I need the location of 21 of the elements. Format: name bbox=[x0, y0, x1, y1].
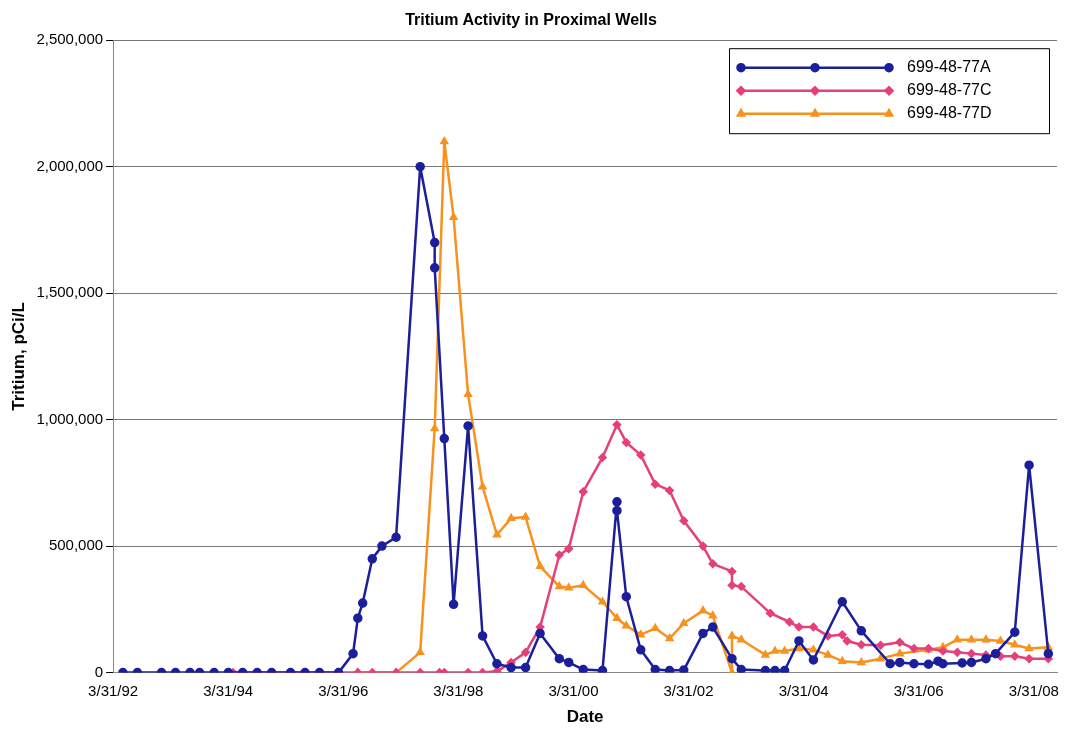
y-tick-label: 2,000,000 bbox=[36, 156, 104, 174]
x-tick-label: 3/31/04 bbox=[778, 681, 829, 699]
y-tick-label: 0 bbox=[94, 662, 104, 680]
y-tick-label: 1,000,000 bbox=[36, 409, 104, 427]
x-tick-label: 3/31/98 bbox=[433, 681, 484, 699]
legend-label: 699-48-77D bbox=[907, 104, 992, 122]
x-tick-label: 3/31/06 bbox=[893, 681, 944, 699]
y-tick-label: 500,000 bbox=[48, 536, 104, 554]
y-axis-title: Tritium, pCi/L bbox=[8, 302, 28, 411]
chart-title: Tritium Activity in Proximal Wells bbox=[405, 11, 657, 29]
x-axis-title: Date bbox=[566, 707, 604, 727]
x-tick-label: 3/31/94 bbox=[203, 681, 254, 699]
legend-label: 699-48-77A bbox=[907, 58, 991, 76]
x-tick-label: 3/31/02 bbox=[663, 681, 714, 699]
x-tick-label: 3/31/00 bbox=[548, 681, 599, 699]
x-tick-label: 3/31/96 bbox=[318, 681, 369, 699]
x-tick-label: 3/31/08 bbox=[1008, 681, 1059, 699]
legend-label: 699-48-77C bbox=[907, 81, 992, 99]
x-tick-label: 3/31/92 bbox=[88, 681, 139, 699]
y-tick-label: 1,500,000 bbox=[36, 283, 104, 301]
y-tick-label: 2,500,000 bbox=[36, 30, 104, 48]
